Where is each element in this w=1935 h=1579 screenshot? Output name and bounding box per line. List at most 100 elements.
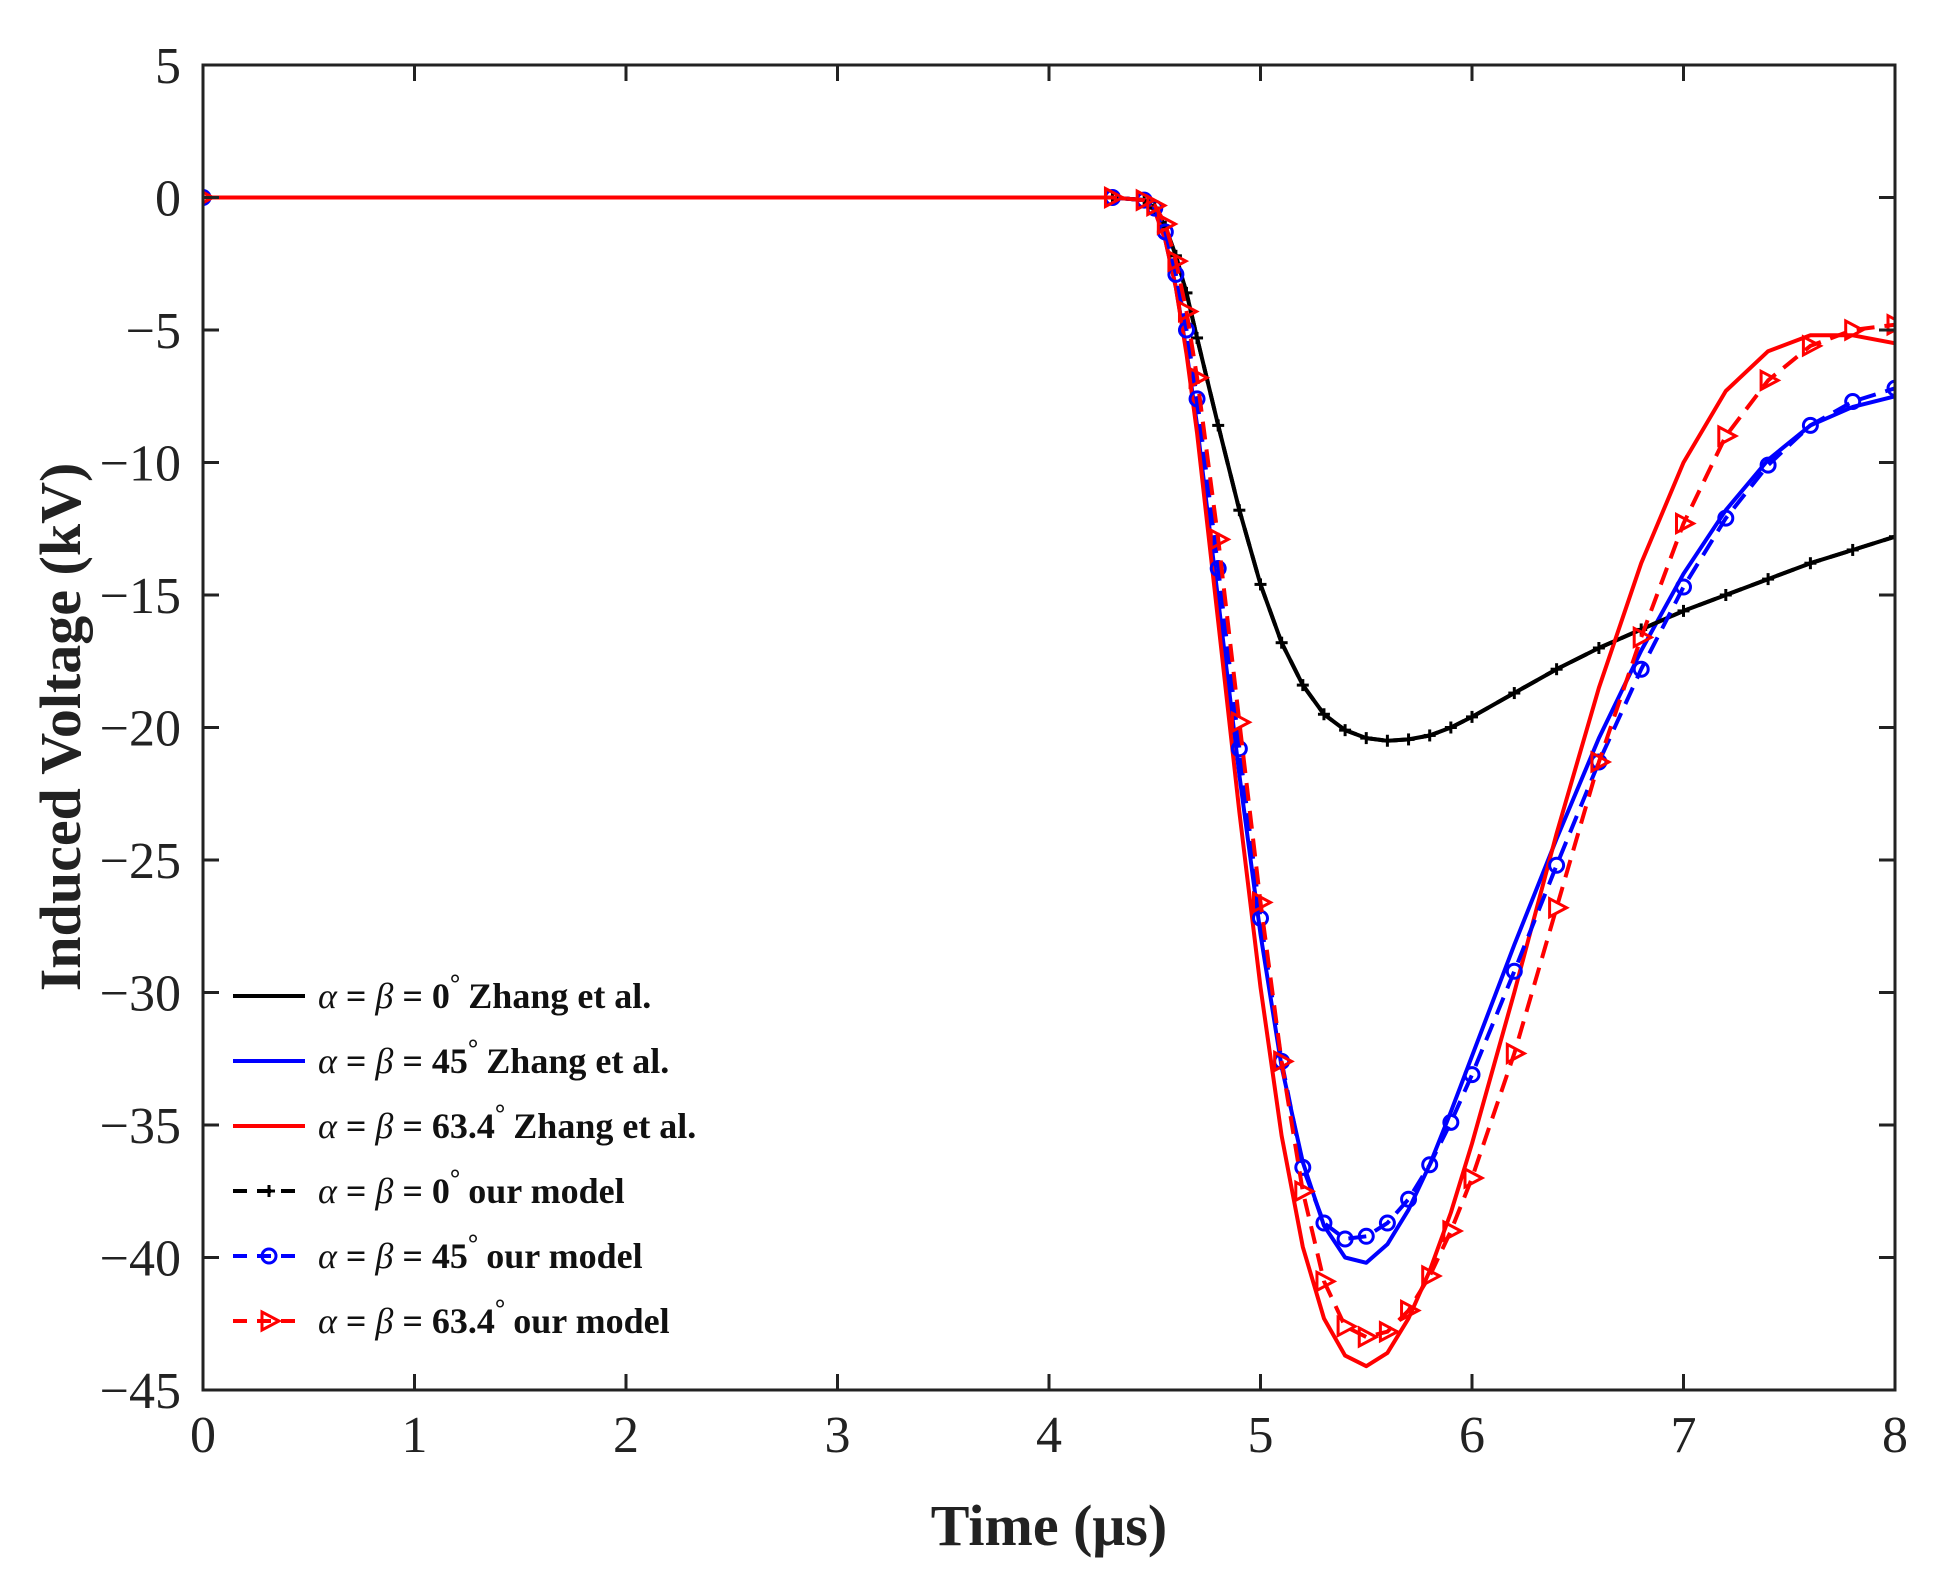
data-point xyxy=(1677,604,1690,617)
data-point xyxy=(1339,724,1352,737)
data-point xyxy=(1804,557,1817,570)
data-point xyxy=(1357,1227,1375,1245)
legend-beta: β xyxy=(374,1301,393,1341)
legend-degree: ° xyxy=(495,1099,505,1128)
data-point xyxy=(1548,856,1566,874)
legend-alpha: α xyxy=(318,1236,338,1276)
data-point xyxy=(1801,334,1824,358)
data-point xyxy=(1315,1214,1333,1232)
legend-eq: = xyxy=(337,1301,376,1341)
data-point xyxy=(1759,456,1777,474)
legend-suffix: our model xyxy=(486,1236,642,1276)
data-point xyxy=(1423,729,1436,742)
legend-eq: = xyxy=(337,1236,376,1276)
data-point xyxy=(1592,642,1605,654)
legend-eq: = xyxy=(393,1301,432,1341)
legend-degree: ° xyxy=(450,1164,460,1193)
data-point xyxy=(1444,721,1457,734)
legend-degree: ° xyxy=(495,1294,505,1323)
legend-degree: ° xyxy=(450,969,460,998)
data-point xyxy=(1442,1219,1465,1243)
data-point xyxy=(1230,740,1248,758)
y-tick-label: −30 xyxy=(100,966,181,1023)
legend-angle: 0 xyxy=(432,976,450,1016)
legend-eq: = xyxy=(337,1106,376,1146)
legend-label: α = β = 63.4° our model xyxy=(318,1294,670,1341)
x-tick-label: 0 xyxy=(190,1407,216,1464)
series-line xyxy=(203,195,1895,1339)
tick-layer: 0 1 2 3 4 5 6 7 850−5−10−15−20−25−30−35−40−45 xyxy=(100,38,1908,1464)
data-point xyxy=(1400,1190,1418,1208)
legend-eq: = xyxy=(393,1106,432,1146)
data-point xyxy=(1296,679,1309,692)
data-point xyxy=(1886,379,1895,397)
x-axis-title: Time (μs) xyxy=(931,1493,1167,1558)
legend-eq: = xyxy=(337,1171,376,1211)
data-point xyxy=(1421,1264,1443,1288)
data-point xyxy=(1188,390,1206,408)
data-point xyxy=(1801,416,1819,434)
y-tick-label: −15 xyxy=(100,568,181,625)
legend-alpha: α xyxy=(318,1041,338,1081)
data-point xyxy=(1632,625,1655,649)
data-point xyxy=(1336,1230,1354,1248)
data-point xyxy=(1357,1325,1380,1349)
data-point xyxy=(1505,1041,1528,1065)
legend-suffix: Zhang et al. xyxy=(513,1106,696,1146)
data-point xyxy=(1759,368,1782,392)
y-tick-label: −40 xyxy=(100,1231,181,1288)
legend-angle: 63.4 xyxy=(432,1301,495,1341)
data-point xyxy=(1167,249,1190,273)
series-layer xyxy=(203,186,1895,1369)
y-tick-label: 5 xyxy=(155,38,181,95)
legend-label: α = β = 0° Zhang et al. xyxy=(318,969,651,1016)
legend-eq: = xyxy=(393,976,432,1016)
legend-angle: 45 xyxy=(432,1236,468,1276)
x-tick-label: 3 xyxy=(825,1407,851,1464)
data-point xyxy=(1632,660,1650,678)
data-point xyxy=(1294,1179,1317,1203)
data-point xyxy=(1381,734,1394,747)
data-point xyxy=(1717,424,1740,448)
legend-angle: 0 xyxy=(432,1171,450,1211)
data-point xyxy=(1177,299,1200,323)
data-point xyxy=(1209,527,1232,551)
legend-eq: = xyxy=(393,1171,432,1211)
legend-alpha: α xyxy=(318,1171,338,1211)
x-tick-label: 8 xyxy=(1882,1407,1908,1464)
legend-label: α = β = 0° our model xyxy=(318,1164,625,1211)
data-point xyxy=(1275,636,1288,649)
legend-eq: = xyxy=(393,1041,432,1081)
data-point xyxy=(1466,710,1478,723)
data-point xyxy=(260,1309,283,1333)
y-tick-label: −5 xyxy=(126,303,181,360)
data-point xyxy=(1254,578,1267,591)
legend-beta: β xyxy=(374,1171,393,1211)
data-point xyxy=(1508,687,1521,700)
legend-beta: β xyxy=(374,1236,393,1276)
data-point xyxy=(1590,750,1613,774)
data-point xyxy=(1156,212,1179,236)
data-point xyxy=(1762,573,1775,586)
data-point xyxy=(1402,733,1415,746)
data-point xyxy=(1212,419,1225,432)
data-point xyxy=(1135,188,1158,212)
legend-eq: = xyxy=(393,1236,432,1276)
legend-suffix: Zhang et al. xyxy=(486,1041,669,1081)
data-point xyxy=(1360,732,1373,745)
y-tick-label: 0 xyxy=(155,171,181,228)
legend-suffix: Zhang et al. xyxy=(468,976,651,1016)
data-point xyxy=(1209,560,1227,577)
data-point xyxy=(263,1185,275,1197)
data-point xyxy=(1103,186,1126,209)
data-point xyxy=(1146,193,1168,217)
data-point xyxy=(1844,318,1866,342)
legend-beta: β xyxy=(374,976,393,1016)
data-point xyxy=(1421,1156,1439,1174)
legend-suffix: our model xyxy=(468,1171,624,1211)
data-point xyxy=(1252,890,1274,914)
legend-beta: β xyxy=(374,1106,393,1146)
data-point xyxy=(1233,504,1246,517)
data-point xyxy=(1889,530,1895,543)
